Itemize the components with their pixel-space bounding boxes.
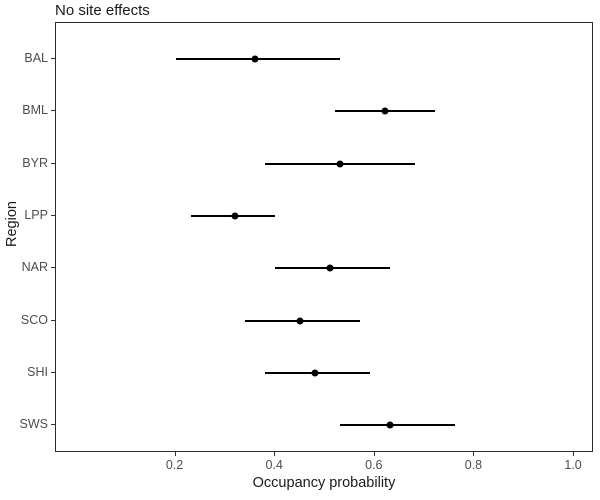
y-tick-label-byr: BYR [22,155,48,170]
y-tick-label-sws: SWS [19,417,48,432]
point-estimate-bal [251,55,259,63]
x-tick-mark [174,452,176,456]
y-tick-mark [51,371,55,373]
point-estimate-byr [336,160,344,168]
x-tick-label-0.2: 0.2 [165,458,184,472]
x-tick-label-0.8: 0.8 [464,458,483,472]
y-tick-mark [51,162,55,164]
x-tick-label-0.4: 0.4 [265,458,283,472]
x-axis-title: Occupancy probability [252,475,396,491]
x-tick-label-0.6: 0.6 [365,458,383,472]
y-tick-label-nar: NAR [21,260,48,275]
x-tick-mark [573,452,575,456]
y-tick-mark [51,319,55,321]
point-estimate-nar [326,264,334,272]
x-tick-mark [473,452,475,456]
y-tick-label-bml: BML [22,103,48,118]
point-estimate-sws [386,421,394,429]
point-estimate-bml [381,107,389,115]
interval-line-sws [339,424,455,427]
point-estimate-sco [296,317,304,325]
y-tick-mark [51,110,55,112]
y-tick-mark [51,267,55,269]
plot-title: No site effects [55,2,150,19]
y-tick-label-sco: SCO [20,312,48,327]
point-estimate-lpp [231,212,239,220]
y-tick-mark [51,424,55,426]
y-tick-label-lpp: LPP [24,207,48,222]
y-tick-mark [51,58,55,60]
point-estimate-shi [311,369,319,377]
y-tick-label-shi: SHI [27,364,48,379]
x-tick-label-1.0: 1.0 [564,458,582,472]
y-tick-label-bal: BAL [24,51,48,66]
plot-panel [55,22,593,452]
y-tick-mark [51,214,55,216]
x-tick-mark [274,452,276,456]
y-axis-title: Region [4,201,20,247]
x-tick-mark [373,452,375,456]
